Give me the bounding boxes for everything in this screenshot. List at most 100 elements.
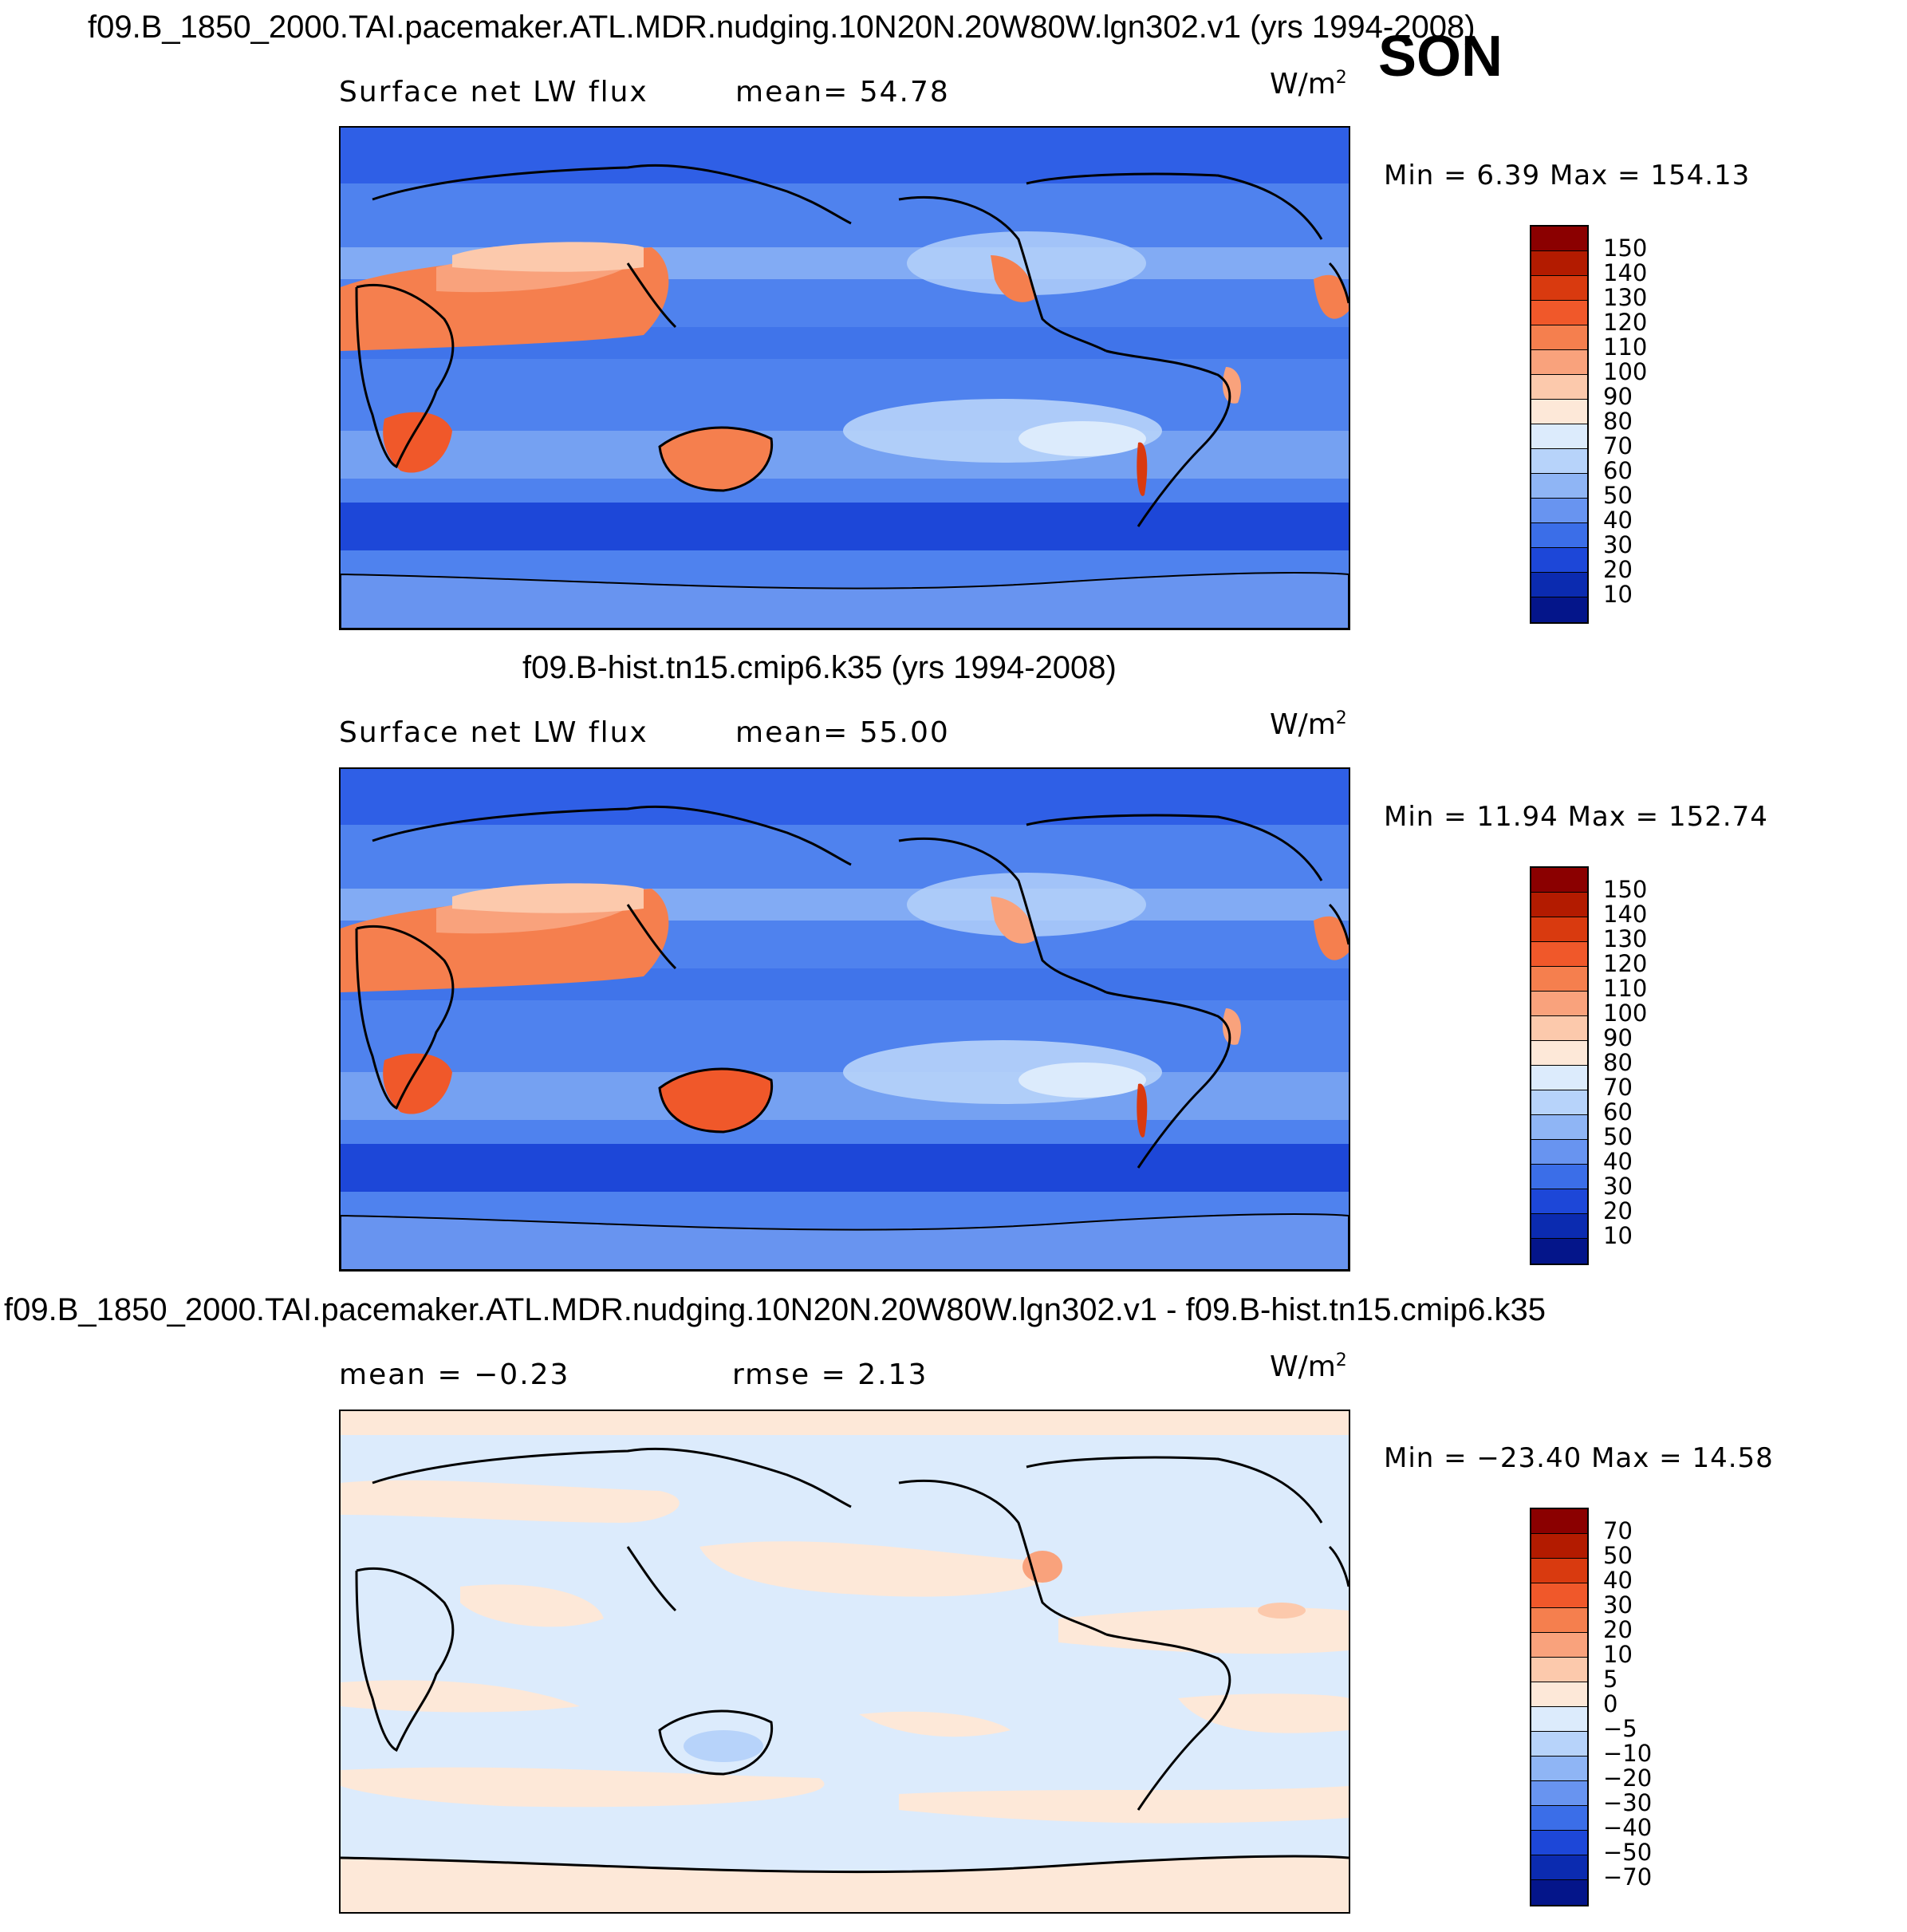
colorbar-tick-label: 120 — [1603, 309, 1648, 336]
colorbar-swatch — [1531, 1608, 1587, 1633]
colorbar-swatch — [1531, 276, 1587, 301]
colorbar-tick-label: −20 — [1603, 1764, 1653, 1792]
panel3-colorbar — [1530, 1508, 1589, 1906]
colorbar-swatch — [1531, 350, 1587, 375]
colorbar-tick-label: 40 — [1603, 1148, 1633, 1175]
colorbar-swatch — [1531, 868, 1587, 893]
colorbar-swatch — [1531, 1757, 1587, 1781]
colorbar-tick-label: 130 — [1603, 284, 1648, 311]
panel1-title: f09.B_1850_2000.TAI.pacemaker.ATL.MDR.nu… — [88, 10, 1476, 45]
panel2-mean: mean= 55.00 — [735, 716, 950, 749]
colorbar-tick-label: 80 — [1603, 408, 1633, 435]
panel3-minmax: Min = −23.40 Max = 14.58 — [1384, 1442, 1774, 1474]
colorbar-tick-label: 20 — [1603, 556, 1633, 583]
colorbar-tick-label: 90 — [1603, 383, 1633, 410]
colorbar-tick-label: −30 — [1603, 1789, 1653, 1816]
panel1-map-svg — [341, 128, 1349, 629]
colorbar-swatch — [1531, 942, 1587, 967]
panel2-colorbar — [1530, 866, 1589, 1265]
colorbar-swatch — [1531, 301, 1587, 325]
colorbar-tick-label: 130 — [1603, 925, 1648, 952]
panel2-map-svg — [341, 769, 1349, 1270]
panel3-map — [339, 1410, 1350, 1914]
colorbar-tick-label: −50 — [1603, 1839, 1653, 1866]
colorbar-swatch — [1531, 1214, 1587, 1239]
colorbar-swatch — [1531, 1115, 1587, 1140]
colorbar-swatch — [1531, 1140, 1587, 1165]
colorbar-swatch — [1531, 1781, 1587, 1806]
colorbar-tick-label: 90 — [1603, 1024, 1633, 1051]
colorbar-swatch — [1531, 1509, 1587, 1534]
colorbar-tick-label: 40 — [1603, 1567, 1633, 1594]
colorbar-tick-label: 10 — [1603, 1222, 1633, 1249]
panel2-map — [339, 767, 1350, 1272]
colorbar-tick-label: 100 — [1603, 358, 1648, 385]
panel2-title: f09.B-hist.tn15.cmip6.k35 (yrs 1994-2008… — [522, 650, 1117, 685]
colorbar-tick-label: 0 — [1603, 1690, 1618, 1717]
colorbar-swatch — [1531, 375, 1587, 400]
colorbar-swatch — [1531, 1707, 1587, 1732]
colorbar-tick-label: 80 — [1603, 1049, 1633, 1076]
panel2-minmax: Min = 11.94 Max = 152.74 — [1384, 801, 1768, 833]
colorbar-tick-label: 50 — [1603, 1542, 1633, 1569]
colorbar-swatch — [1531, 1239, 1587, 1264]
season-label: SON — [1378, 25, 1503, 89]
colorbar-tick-label: 120 — [1603, 950, 1648, 977]
colorbar-swatch — [1531, 1583, 1587, 1608]
colorbar-swatch — [1531, 893, 1587, 917]
colorbar-tick-label: 60 — [1603, 457, 1633, 484]
colorbar-swatch — [1531, 523, 1587, 548]
colorbar-swatch — [1531, 1559, 1587, 1583]
colorbar-tick-label: 150 — [1603, 876, 1648, 903]
colorbar-tick-label: 10 — [1603, 581, 1633, 608]
colorbar-tick-label: 50 — [1603, 482, 1633, 509]
colorbar-swatch — [1531, 992, 1587, 1016]
panel1-units: W/m2 — [1270, 68, 1347, 101]
panel3-mean: mean = −0.23 — [339, 1358, 570, 1391]
panel1-mean: mean= 54.78 — [735, 76, 950, 108]
colorbar-swatch — [1531, 474, 1587, 499]
panel1-colorbar — [1530, 225, 1589, 624]
colorbar-tick-label: 140 — [1603, 901, 1648, 928]
colorbar-tick-label: −40 — [1603, 1814, 1653, 1841]
panel3-rmse: rmse = 2.13 — [732, 1358, 928, 1391]
colorbar-swatch — [1531, 1189, 1587, 1214]
colorbar-tick-label: −5 — [1603, 1715, 1637, 1742]
panel1-minmax: Min = 6.39 Max = 154.13 — [1384, 160, 1751, 191]
colorbar-tick-label: 5 — [1603, 1666, 1618, 1693]
colorbar-swatch — [1531, 1806, 1587, 1831]
colorbar-swatch — [1531, 1855, 1587, 1880]
panel1-variable-label: Surface net LW flux — [339, 76, 648, 108]
colorbar-swatch — [1531, 1016, 1587, 1041]
colorbar-swatch — [1531, 1732, 1587, 1757]
colorbar-tick-label: 110 — [1603, 333, 1648, 361]
colorbar-swatch — [1531, 548, 1587, 573]
panel1-colorbar-labels: 150 140 130 120 110 100 90 80 70 60 50 40 30 20 10 — [1603, 236, 1647, 607]
colorbar-swatch — [1531, 227, 1587, 251]
panel1-map — [339, 126, 1350, 630]
panel3-colorbar-labels: 70 50 40 30 20 10 5 0 −5 −10 −20 −30 −40 −50 −70 — [1603, 1519, 1652, 1890]
colorbar-tick-label: 30 — [1603, 1591, 1633, 1619]
panel2-colorbar-labels: 150 140 130 120 110 100 90 80 70 60 50 40 30 20 10 — [1603, 877, 1647, 1248]
colorbar-tick-label: 20 — [1603, 1616, 1633, 1643]
colorbar-swatch — [1531, 424, 1587, 449]
colorbar-tick-label: 30 — [1603, 531, 1633, 558]
panel3-map-svg — [341, 1411, 1349, 1912]
colorbar-swatch — [1531, 1534, 1587, 1559]
colorbar-swatch — [1531, 1658, 1587, 1682]
colorbar-swatch — [1531, 1041, 1587, 1066]
colorbar-tick-label: 70 — [1603, 432, 1633, 459]
colorbar-swatch — [1531, 917, 1587, 942]
colorbar-tick-label: 10 — [1603, 1641, 1633, 1668]
panel2-units: W/m2 — [1270, 708, 1347, 741]
colorbar-tick-label: 70 — [1603, 1074, 1633, 1101]
colorbar-tick-label: 150 — [1603, 235, 1648, 262]
colorbar-swatch — [1531, 400, 1587, 424]
colorbar-swatch — [1531, 1831, 1587, 1855]
colorbar-swatch — [1531, 1682, 1587, 1707]
colorbar-swatch — [1531, 1090, 1587, 1115]
colorbar-swatch — [1531, 1066, 1587, 1090]
colorbar-tick-label: 70 — [1603, 1517, 1633, 1544]
panel2-variable-label: Surface net LW flux — [339, 716, 648, 749]
colorbar-swatch — [1531, 449, 1587, 474]
